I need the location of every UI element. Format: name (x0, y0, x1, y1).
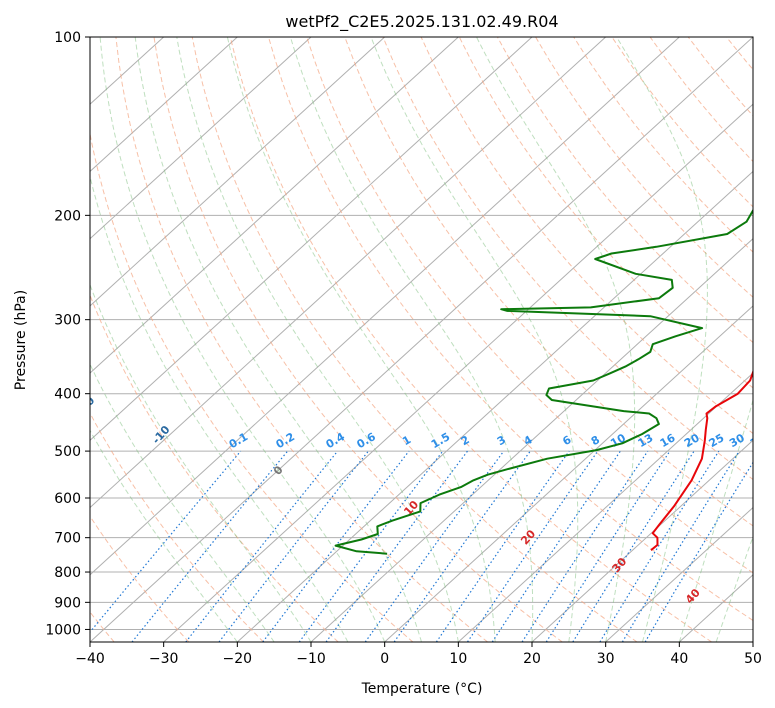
isotherm-line (384, 305, 753, 642)
isotherm-line (90, 37, 459, 374)
mixing-ratio-line (491, 450, 621, 642)
isotherm-line (457, 372, 753, 642)
y-tick-label: 800 (54, 565, 81, 581)
x-tick-label: 0 (380, 651, 389, 667)
mixing-ratio-line (393, 450, 531, 642)
dry-adiabat-line (153, 37, 563, 642)
isotherm-line (90, 37, 312, 240)
x-axis: −40 −30 −20 −10 0 10 20 30 40 50 (75, 642, 762, 667)
isotherm-line (90, 37, 680, 576)
moist-adiabat-line (616, 37, 708, 642)
mixing-ratio-line (521, 450, 649, 642)
dry-adiabat-line (382, 37, 753, 481)
x-tick-label: −20 (223, 651, 253, 667)
x-axis-label: Temperature (°C) (361, 681, 483, 697)
moist-adiabat-line (370, 37, 579, 642)
mixing-ratio-line (262, 450, 410, 642)
x-tick-label: −30 (149, 651, 179, 667)
moist-adiabat-line (90, 283, 312, 642)
isotherm-line (236, 170, 753, 642)
y-tick-label: 500 (54, 444, 81, 460)
mixing-ratio-line (545, 450, 671, 642)
y-tick-label: 400 (54, 387, 81, 403)
mixing-ratio-line (90, 450, 242, 633)
x-tick-label: 10 (449, 651, 467, 667)
mixing-ratio-line (325, 450, 468, 642)
moist-adiabat-line (176, 37, 459, 642)
x-tick-label: 30 (597, 651, 615, 667)
y-tick-label: 900 (54, 595, 81, 611)
mixing-ratio-line (466, 450, 599, 642)
isotherm-line (531, 439, 753, 642)
moist-adiabat-line (678, 398, 753, 642)
dry-adiabat-line (420, 37, 753, 435)
dry-adiabat-line (535, 37, 753, 298)
dry-adiabat-line (496, 37, 753, 344)
y-tick-label: 100 (54, 30, 81, 46)
mixing-ratio-line (185, 450, 339, 642)
mixing-ratio-line (298, 450, 444, 642)
dry-adiabat-line (90, 412, 264, 642)
dry-adiabat-label: -20 (74, 394, 97, 418)
moist-adiabat-line (289, 37, 534, 642)
mixing-ratio-line (364, 450, 505, 642)
isotherm-line (90, 37, 533, 442)
mixing-ratio-line (572, 450, 695, 642)
moist-adiabat-line (90, 363, 275, 642)
temperature-profile (650, 369, 753, 551)
moist-adiabat-line (90, 174, 349, 642)
x-tick-label: −40 (75, 651, 105, 667)
moist-adiabat-line (476, 37, 636, 642)
moist-adiabat-line (226, 37, 496, 642)
dry-adiabat-line (229, 37, 712, 642)
mixing-ratio-line (131, 450, 289, 642)
moist-adiabat-line (134, 37, 422, 642)
isotherm-line (163, 103, 753, 642)
dry-adiabat-line (90, 131, 414, 642)
x-tick-label: 50 (744, 651, 762, 667)
isotherm-line (605, 506, 753, 642)
isotherm-line (90, 37, 753, 642)
dry-adiabat-line (191, 37, 638, 642)
mixing-ratio-label: 36 (748, 431, 768, 450)
y-tick-label: 300 (54, 313, 81, 329)
y-axis: 1000 900 800 700 600 500 400 300 200 100 (45, 30, 90, 638)
dry-adiabat-line (115, 37, 488, 642)
dewpoint-profile (334, 202, 753, 555)
mixing-ratio-line (435, 450, 570, 642)
profile-lines (334, 202, 753, 555)
moist-adiabat-line (99, 37, 386, 642)
moist-adiabat-line (90, 429, 238, 642)
dry-adiabat-line (268, 37, 753, 622)
mixing-ratio-line (621, 450, 740, 642)
y-tick-label: 700 (54, 531, 81, 547)
isotherm-line (90, 37, 238, 173)
y-tick-label: 600 (54, 491, 81, 507)
isotherm-line (90, 37, 386, 307)
x-tick-label: 20 (523, 651, 541, 667)
isotherm-line (90, 37, 607, 509)
y-tick-label: 1000 (45, 622, 81, 638)
background-lines (90, 37, 753, 642)
x-tick-label: 40 (670, 651, 688, 667)
dry-adiabat-line (344, 37, 753, 527)
x-tick-label: −10 (296, 651, 326, 667)
plot-frame (89, 36, 754, 643)
moist-adiabat-line (715, 535, 753, 642)
y-axis-label: Pressure (hPa) (13, 290, 29, 390)
chart-title: wetPf2_C2E5.2025.131.02.49.R04 (285, 12, 558, 32)
y-tick-label: 200 (54, 208, 81, 224)
dry-adiabat-line (306, 37, 753, 574)
